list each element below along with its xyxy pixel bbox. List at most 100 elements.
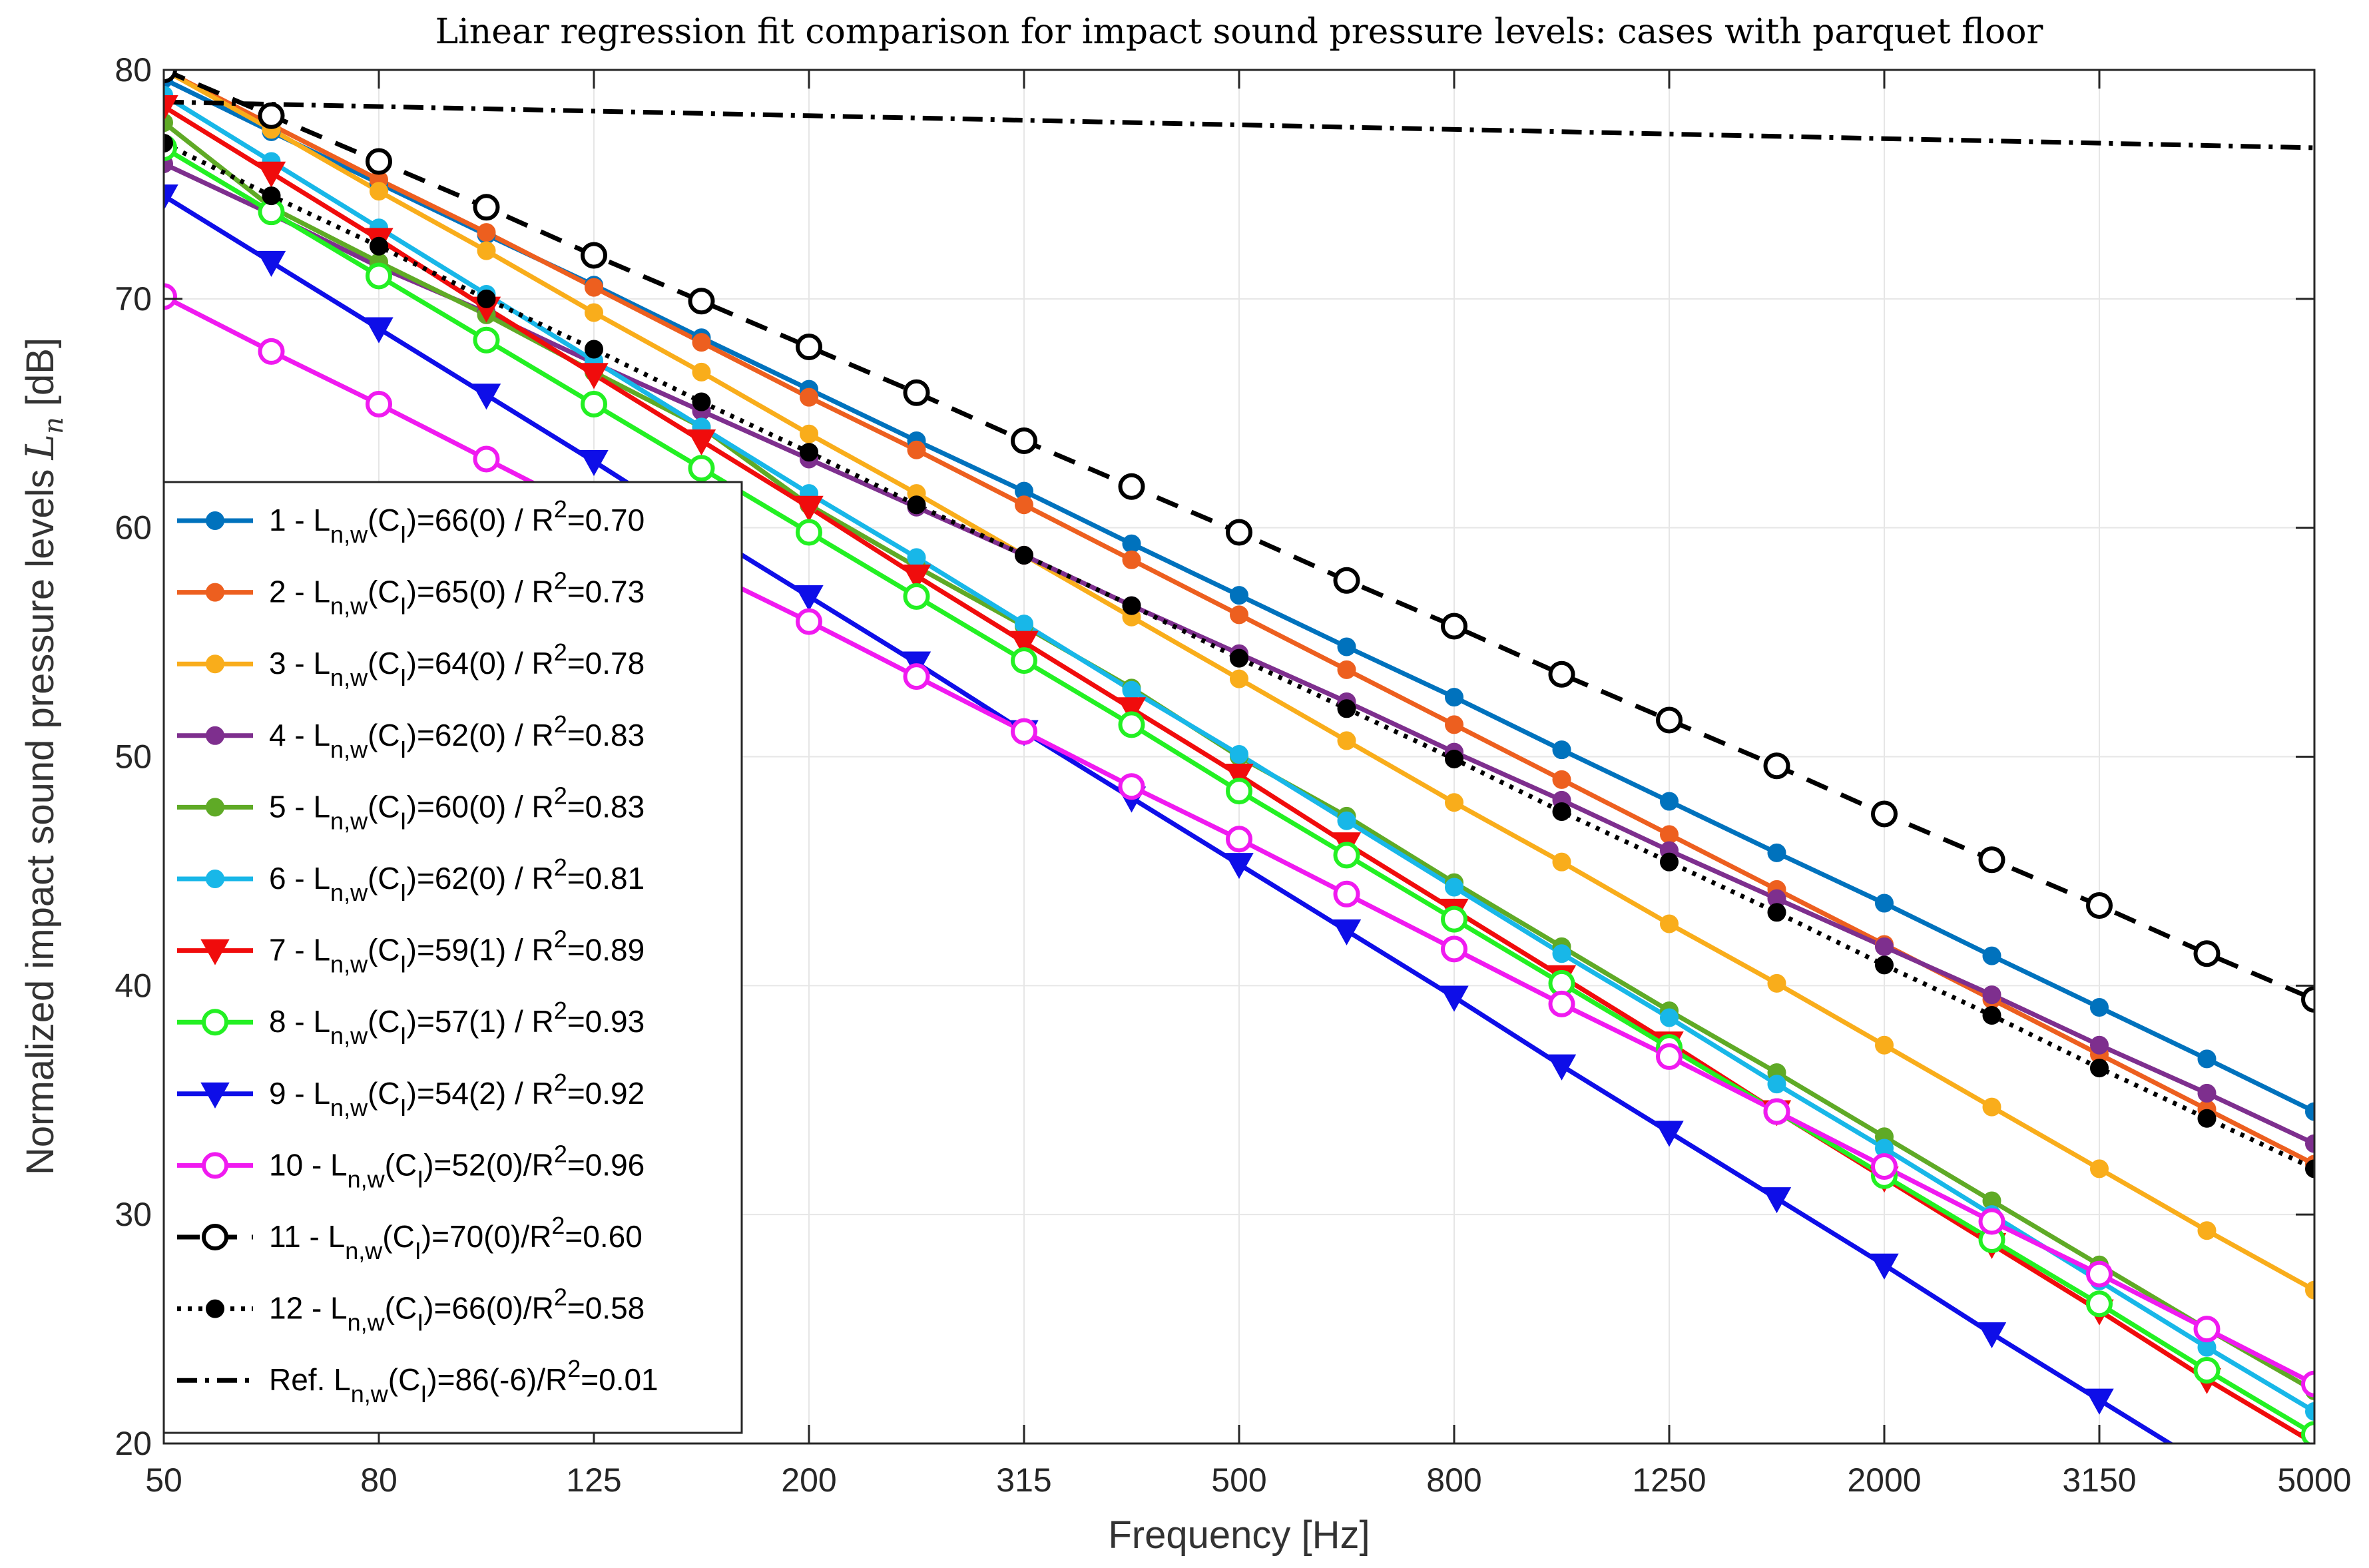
legend-label-end: =0.58 [567, 1291, 645, 1326]
data-point-s4 [1875, 937, 1894, 956]
data-point-s11 [1333, 567, 1360, 594]
data-point-s9 [1977, 1322, 2007, 1349]
legend-label-name: 3 - L [269, 646, 330, 680]
data-point-s11 [473, 194, 500, 221]
data-point-s9 [256, 250, 286, 277]
data-point-s12 [2305, 1159, 2314, 1178]
data-point-s3 [1875, 1035, 1894, 1055]
legend-label-sup: 2 [554, 925, 567, 953]
legend-label-csub: I [400, 951, 407, 978]
legend-marker-11 [202, 1224, 228, 1250]
data-point-s7 [164, 95, 178, 122]
x-tick-label: 2000 [1847, 1461, 1921, 1499]
data-point-s3 [1660, 914, 1679, 933]
data-point-s6 [1337, 811, 1356, 830]
legend-label-13: Ref. Ln,w(CI)=86(-6)/R2=0.01 [269, 1355, 658, 1408]
data-point-s3 [585, 303, 603, 322]
data-point-s1 [1230, 586, 1248, 605]
legend-label-5: 5 - Ln,w(CI)=60(0) / R2=0.83 [269, 782, 645, 834]
data-point-s11 [903, 379, 930, 406]
data-point-s6 [1015, 615, 1033, 634]
legend-label-tail: )=70(0)/R [421, 1219, 552, 1254]
data-point-s9 [1762, 1187, 1792, 1214]
data-point-s1 [2090, 997, 2109, 1017]
legend-label-sub: n,w [330, 521, 368, 548]
data-point-s11 [366, 148, 392, 175]
data-point-s5 [164, 113, 173, 132]
data-point-s2 [1122, 550, 1141, 569]
data-point-s11 [688, 288, 715, 315]
legend-label-tail: )=52(0)/R [423, 1147, 554, 1182]
data-point-s8 [2193, 1356, 2221, 1384]
legend-label-12: 12 - Ln,w(CI)=66(0)/R2=0.58 [269, 1284, 645, 1336]
data-point-s12 [907, 495, 926, 515]
legend-label-tail: )=66(0) / R [407, 503, 554, 537]
legend-marker-1 [206, 511, 224, 530]
data-point-s6 [1767, 1075, 1786, 1094]
data-point-s3 [1767, 973, 1786, 993]
legend-label-3: 3 - Ln,w(CI)=64(0) / R2=0.78 [269, 639, 645, 691]
data-point-s11 [258, 102, 285, 129]
data-point-s2 [585, 278, 603, 297]
legend-label-name: 12 - L [269, 1291, 348, 1326]
data-point-s10 [1548, 990, 1575, 1017]
data-point-s3 [800, 424, 818, 443]
data-point-s9 [1332, 919, 1362, 945]
data-point-s8 [1441, 906, 1467, 933]
legend-label-mid: (C [368, 718, 400, 752]
y-tick-label: 30 [115, 1196, 152, 1233]
legend-label-sub: n,w [330, 1022, 368, 1049]
data-point-s9 [1224, 853, 1254, 880]
data-point-s6 [907, 548, 926, 567]
data-point-s3 [1337, 731, 1356, 750]
legend-label-sup: 2 [554, 997, 567, 1024]
legend-label-end: =0.81 [567, 861, 645, 896]
data-point-s7 [579, 363, 609, 390]
data-point-s7 [256, 161, 286, 188]
legend-label-name: 7 - L [269, 933, 330, 967]
data-point-s11 [1548, 660, 1575, 688]
data-point-s12 [1660, 852, 1679, 872]
legend-label-sub: n,w [330, 664, 368, 691]
data-point-s12 [692, 392, 711, 411]
legend-label-sub: n,w [345, 1237, 383, 1264]
data-point-s2 [1445, 715, 1463, 734]
x-tick-label: 315 [996, 1461, 1051, 1499]
legend-label-mid: (C [368, 789, 400, 824]
data-point-s3 [370, 182, 388, 201]
legend-label-sub: n,w [330, 593, 368, 620]
data-point-s1 [2197, 1049, 2217, 1069]
legend-label-csub: I [400, 521, 407, 548]
legend-label-name: 4 - L [269, 718, 330, 752]
data-point-s3 [1552, 852, 1571, 872]
legend-label-sup: 2 [554, 1140, 567, 1167]
legend-label-tail: )=60(0) / R [407, 789, 554, 824]
legend-label-sup: 2 [554, 710, 567, 738]
legend-marker-5 [206, 798, 224, 817]
legend-label-mid: (C [368, 861, 400, 896]
data-point-s1 [1767, 843, 1786, 862]
legend-label-end: =0.78 [567, 646, 645, 680]
legend-label-sub: n,w [348, 1165, 386, 1192]
legend-label-8: 8 - Ln,w(CI)=57(1) / R2=0.93 [269, 997, 645, 1049]
legend-label-tail: )=65(0) / R [407, 575, 554, 609]
data-point-s12 [1230, 649, 1248, 668]
data-point-s2 [800, 388, 818, 407]
y-tick-label: 20 [115, 1425, 152, 1462]
legend-label-name: Ref. L [269, 1362, 351, 1397]
data-point-s7 [794, 495, 824, 522]
data-point-s10 [1226, 826, 1252, 853]
legend-label-end: =0.70 [567, 503, 645, 537]
data-point-s2 [477, 223, 496, 242]
data-point-s12 [262, 186, 281, 206]
data-point-s6 [1445, 878, 1463, 897]
data-point-s1 [2305, 1102, 2314, 1121]
legend-label-end: =0.92 [567, 1076, 645, 1111]
data-point-s9 [794, 585, 824, 611]
marker-group [164, 70, 2314, 1443]
legend-label-end: =0.89 [567, 933, 645, 967]
data-point-s1 [1445, 688, 1463, 707]
legend-label-mid: (C [385, 1147, 417, 1182]
x-tick-label: 800 [1426, 1461, 1481, 1499]
ticks: 20 30 40 50 60 70 80 50 80 125 200 315 500 800 1250 200… [115, 51, 2351, 1499]
